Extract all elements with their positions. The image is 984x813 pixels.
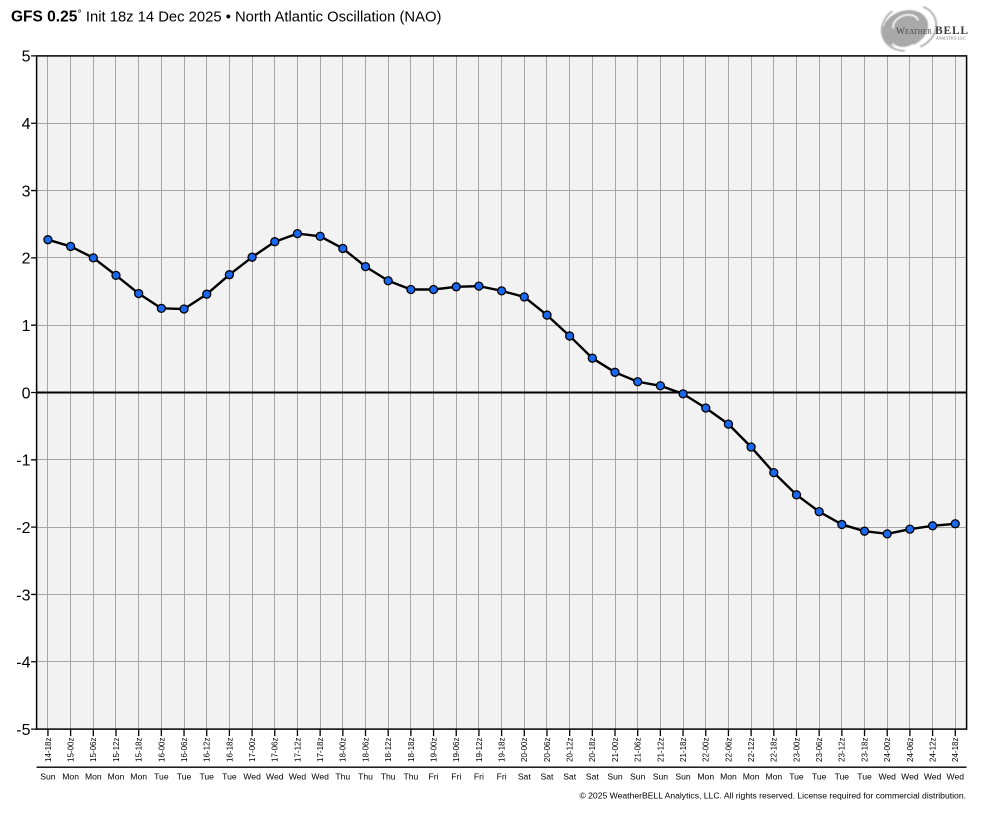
- svg-text:18-12z: 18-12z: [384, 738, 393, 762]
- svg-text:Tue: Tue: [812, 772, 827, 782]
- svg-text:Wed: Wed: [289, 772, 307, 782]
- svg-text:Thu: Thu: [403, 772, 418, 782]
- svg-text:-2: -2: [16, 520, 30, 537]
- svg-text:Tue: Tue: [154, 772, 169, 782]
- svg-text:Mon: Mon: [108, 772, 125, 782]
- svg-text:-5: -5: [16, 722, 30, 739]
- svg-text:ANALYTICS LLC: ANALYTICS LLC: [936, 36, 966, 41]
- svg-text:Wed: Wed: [924, 772, 942, 782]
- svg-text:Mon: Mon: [720, 772, 737, 782]
- svg-text:Tue: Tue: [857, 772, 872, 782]
- svg-text:Fri: Fri: [451, 772, 461, 782]
- svg-text:23-18z: 23-18z: [860, 738, 869, 762]
- svg-text:23-00z: 23-00z: [792, 738, 801, 762]
- svg-text:20-00z: 20-00z: [520, 738, 529, 762]
- svg-text:14-18z: 14-18z: [44, 738, 53, 762]
- svg-text:21-18z: 21-18z: [679, 738, 688, 762]
- svg-text:Mon: Mon: [765, 772, 782, 782]
- svg-text:22-18z: 22-18z: [770, 738, 779, 762]
- svg-text:Fri: Fri: [429, 772, 439, 782]
- svg-text:22-00z: 22-00z: [702, 738, 711, 762]
- svg-text:19-06z: 19-06z: [452, 738, 461, 762]
- svg-text:15-06z: 15-06z: [89, 738, 98, 762]
- svg-text:24-06z: 24-06z: [906, 738, 915, 762]
- svg-text:© 2025 WeatherBELL Analytics,: © 2025 WeatherBELL Analytics, LLC. All r…: [579, 791, 966, 801]
- svg-text:Fri: Fri: [497, 772, 507, 782]
- svg-text:BELL: BELL: [935, 25, 969, 37]
- svg-text:24-00z: 24-00z: [883, 738, 892, 762]
- svg-text:16-18z: 16-18z: [225, 738, 234, 762]
- svg-text:Thu: Thu: [358, 772, 373, 782]
- svg-text:19-00z: 19-00z: [429, 738, 438, 762]
- svg-text:WEATHER: WEATHER: [896, 27, 932, 37]
- svg-text:Sun: Sun: [675, 772, 691, 782]
- svg-text:15-00z: 15-00z: [67, 738, 76, 762]
- svg-text:Sat: Sat: [563, 772, 577, 782]
- svg-text:Sat: Sat: [541, 772, 555, 782]
- svg-text:Wed: Wed: [878, 772, 896, 782]
- svg-text:20-18z: 20-18z: [588, 738, 597, 762]
- svg-text:20-06z: 20-06z: [543, 738, 552, 762]
- svg-text:17-18z: 17-18z: [316, 738, 325, 762]
- svg-text:Sun: Sun: [653, 772, 669, 782]
- svg-text:Wed: Wed: [947, 772, 965, 782]
- svg-text:Sun: Sun: [630, 772, 646, 782]
- svg-text:17-06z: 17-06z: [271, 738, 280, 762]
- svg-text:3: 3: [22, 183, 31, 200]
- svg-text:Sat: Sat: [586, 772, 600, 782]
- svg-text:16-00z: 16-00z: [157, 738, 166, 762]
- svg-text:Tue: Tue: [789, 772, 804, 782]
- svg-text:18-06z: 18-06z: [361, 738, 370, 762]
- svg-text:19-12z: 19-12z: [475, 738, 484, 762]
- svg-text:1: 1: [22, 318, 31, 335]
- svg-text:Fri: Fri: [474, 772, 484, 782]
- svg-text:15-12z: 15-12z: [112, 738, 121, 762]
- svg-text:17-00z: 17-00z: [248, 738, 257, 762]
- svg-text:Sun: Sun: [40, 772, 56, 782]
- svg-text:15-18z: 15-18z: [135, 738, 144, 762]
- svg-text:22-06z: 22-06z: [724, 738, 733, 762]
- svg-text:-4: -4: [16, 655, 30, 672]
- svg-text:Thu: Thu: [381, 772, 396, 782]
- svg-text:21-12z: 21-12z: [656, 738, 665, 762]
- svg-text:16-06z: 16-06z: [180, 738, 189, 762]
- svg-text:GFS 0.25° Init 18z 14 Dec 2025: GFS 0.25° Init 18z 14 Dec 2025 • North A…: [11, 9, 441, 26]
- svg-text:-1: -1: [16, 453, 30, 470]
- svg-text:Wed: Wed: [901, 772, 919, 782]
- svg-text:5: 5: [22, 49, 31, 66]
- svg-text:Tue: Tue: [177, 772, 192, 782]
- svg-text:Mon: Mon: [743, 772, 760, 782]
- svg-text:23-06z: 23-06z: [815, 738, 824, 762]
- svg-text:2: 2: [22, 251, 31, 268]
- svg-text:Sun: Sun: [607, 772, 623, 782]
- svg-text:Mon: Mon: [85, 772, 102, 782]
- svg-text:0: 0: [22, 385, 31, 402]
- svg-text:Mon: Mon: [697, 772, 714, 782]
- svg-text:Thu: Thu: [335, 772, 350, 782]
- svg-text:23-12z: 23-12z: [838, 738, 847, 762]
- svg-text:Tue: Tue: [835, 772, 850, 782]
- svg-text:Wed: Wed: [266, 772, 284, 782]
- svg-text:-3: -3: [16, 587, 30, 604]
- svg-text:Sat: Sat: [518, 772, 532, 782]
- svg-text:16-12z: 16-12z: [203, 738, 212, 762]
- svg-text:22-12z: 22-12z: [747, 738, 756, 762]
- svg-text:24-18z: 24-18z: [951, 738, 960, 762]
- svg-text:20-12z: 20-12z: [566, 738, 575, 762]
- svg-text:Tue: Tue: [199, 772, 214, 782]
- svg-text:21-06z: 21-06z: [634, 738, 643, 762]
- svg-text:18-18z: 18-18z: [407, 738, 416, 762]
- svg-text:17-12z: 17-12z: [293, 738, 302, 762]
- svg-text:24-12z: 24-12z: [928, 738, 937, 762]
- svg-text:Tue: Tue: [222, 772, 237, 782]
- svg-text:Wed: Wed: [311, 772, 329, 782]
- svg-text:Mon: Mon: [62, 772, 79, 782]
- svg-text:4: 4: [22, 116, 31, 133]
- svg-text:19-18z: 19-18z: [498, 738, 507, 762]
- svg-text:18-00z: 18-00z: [339, 738, 348, 762]
- svg-text:Wed: Wed: [243, 772, 261, 782]
- svg-text:Mon: Mon: [130, 772, 147, 782]
- svg-text:21-00z: 21-00z: [611, 738, 620, 762]
